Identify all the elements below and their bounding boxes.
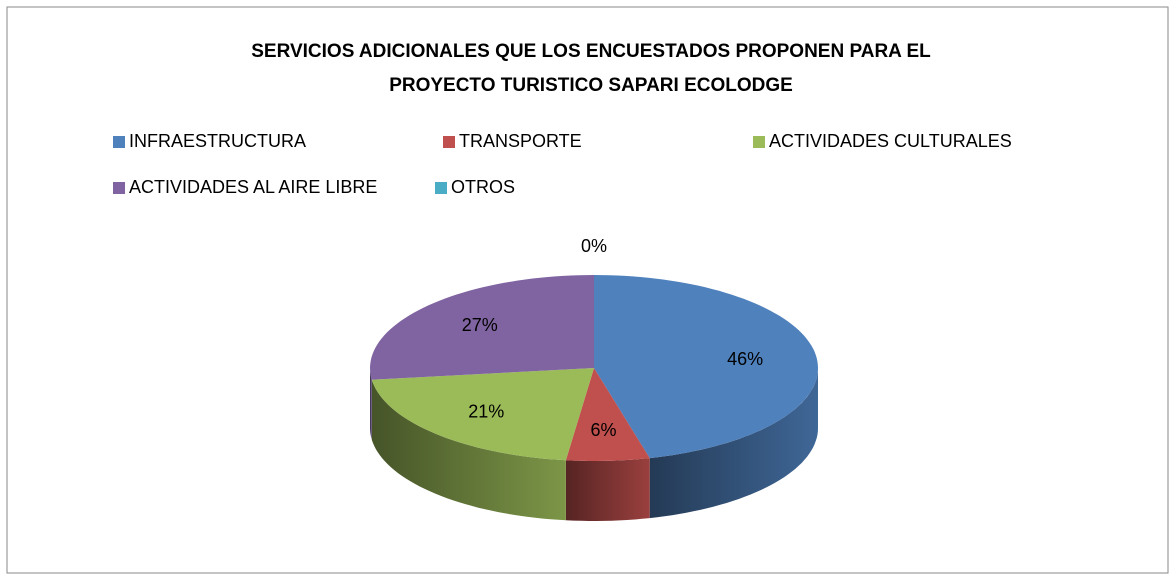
legend-swatch [113, 182, 125, 194]
slice [370, 275, 594, 380]
legend-label: INFRAESTRUCTURA [129, 131, 306, 151]
data-label: 6% [591, 420, 617, 440]
chart-title: PROYECTO TURISTICO SAPARI ECOLODGE [389, 75, 793, 96]
legend-label: OTROS [451, 177, 515, 197]
slice-side [565, 458, 650, 521]
legend-swatch [113, 136, 125, 148]
data-label: 46% [727, 349, 763, 369]
legend-label: ACTIVIDADES AL AIRE LIBRE [129, 177, 377, 197]
data-label: 27% [462, 315, 498, 335]
slice [565, 368, 650, 461]
slice-side [649, 368, 818, 519]
legend-swatch [753, 136, 765, 148]
legend-label: TRANSPORTE [459, 131, 582, 151]
data-label: 0% [581, 236, 607, 256]
slice-side [371, 379, 566, 521]
slice [371, 368, 594, 461]
chart-title: SERVICIOS ADICIONALES QUE LOS ENCUESTADO… [251, 41, 931, 62]
legend-swatch [435, 182, 447, 194]
legend-swatch [443, 136, 455, 148]
legend-label: ACTIVIDADES CULTURALES [769, 131, 1012, 151]
slice-side [370, 368, 372, 440]
slice [594, 275, 818, 459]
data-label: 21% [468, 401, 504, 421]
